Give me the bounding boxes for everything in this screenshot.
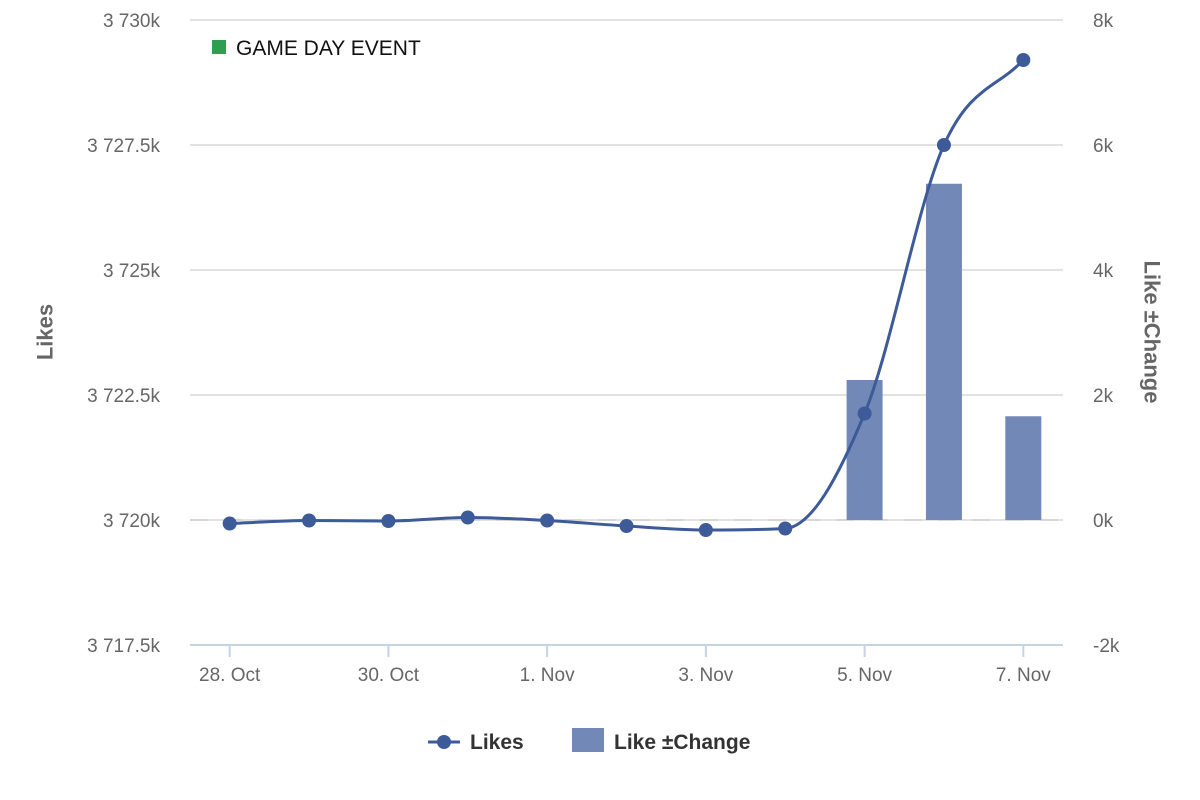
line-series <box>229 58 1025 532</box>
likes-point[interactable] <box>381 514 396 528</box>
x-tick-label: 1. Nov <box>520 665 575 686</box>
x-tick-label: 3. Nov <box>678 665 733 686</box>
legend-likes-label: Likes <box>470 731 524 754</box>
likes-point[interactable] <box>1016 53 1031 67</box>
bar[interactable] <box>925 183 962 520</box>
likes-point[interactable] <box>936 138 951 152</box>
y-left-tick-label: 3 720k <box>103 511 161 532</box>
y-right-tick-label: 2k <box>1093 386 1114 407</box>
y-axis-left: 3 717.5k 3 720k 3 722.5k 3 725k 3 727.5k 3 73… <box>87 11 160 657</box>
x-tick-label: 28. Oct <box>199 665 261 686</box>
y-left-tick-label: 3 727.5k <box>87 136 160 157</box>
annotation: GAME DAY EVENT <box>212 37 421 60</box>
likes-point[interactable] <box>778 521 793 536</box>
legend-item-likes[interactable]: Likes <box>428 731 524 754</box>
x-axis: 28. Oct 30. Oct 1. Nov 3. Nov 5. Nov 7. Nov <box>190 644 1063 686</box>
y-axis-right: -2k 0k 2k 4k 6k 8k <box>1093 11 1120 657</box>
likes-point[interactable] <box>619 519 634 533</box>
y-right-tick-label: -2k <box>1093 636 1120 657</box>
y-axis-right-title: Like ±Change <box>1139 261 1164 404</box>
likes-point[interactable] <box>857 406 872 421</box>
y-right-tick-label: 6k <box>1093 136 1114 157</box>
likes-point[interactable] <box>302 513 317 528</box>
y-left-tick-label: 3 717.5k <box>87 636 160 657</box>
likes-point[interactable] <box>698 523 713 537</box>
y-right-tick-label: 0k <box>1093 511 1114 532</box>
y-right-tick-label: 4k <box>1093 261 1114 282</box>
bar-series <box>846 183 1042 520</box>
likes-point[interactable] <box>460 510 475 525</box>
legend-like-change-label: Like ±Change <box>614 731 750 754</box>
x-tick-label: 5. Nov <box>837 665 892 686</box>
legend-like-change-square-icon <box>572 728 604 752</box>
bar[interactable] <box>846 380 883 520</box>
y-left-tick-label: 3 722.5k <box>87 386 160 407</box>
legend-likes-marker-icon <box>437 735 451 749</box>
bar[interactable] <box>1005 416 1042 520</box>
y-left-tick-label: 3 725k <box>103 261 161 282</box>
likes-point[interactable] <box>222 516 237 531</box>
likes-point[interactable] <box>540 513 555 528</box>
y-left-tick-label: 3 730k <box>103 11 161 32</box>
likes-line[interactable] <box>229 58 1025 532</box>
x-tick-label: 7. Nov <box>996 665 1051 686</box>
annotation-text: GAME DAY EVENT <box>236 37 421 60</box>
y-right-tick-label: 8k <box>1093 11 1114 32</box>
annotation-swatch <box>212 40 226 54</box>
y-axis-left-title: Likes <box>33 304 58 360</box>
legend[interactable]: Likes Like ±Change <box>428 728 750 754</box>
line-points <box>222 53 1031 537</box>
legend-item-like-change[interactable]: Like ±Change <box>572 728 750 754</box>
x-tick-label: 30. Oct <box>358 665 420 686</box>
